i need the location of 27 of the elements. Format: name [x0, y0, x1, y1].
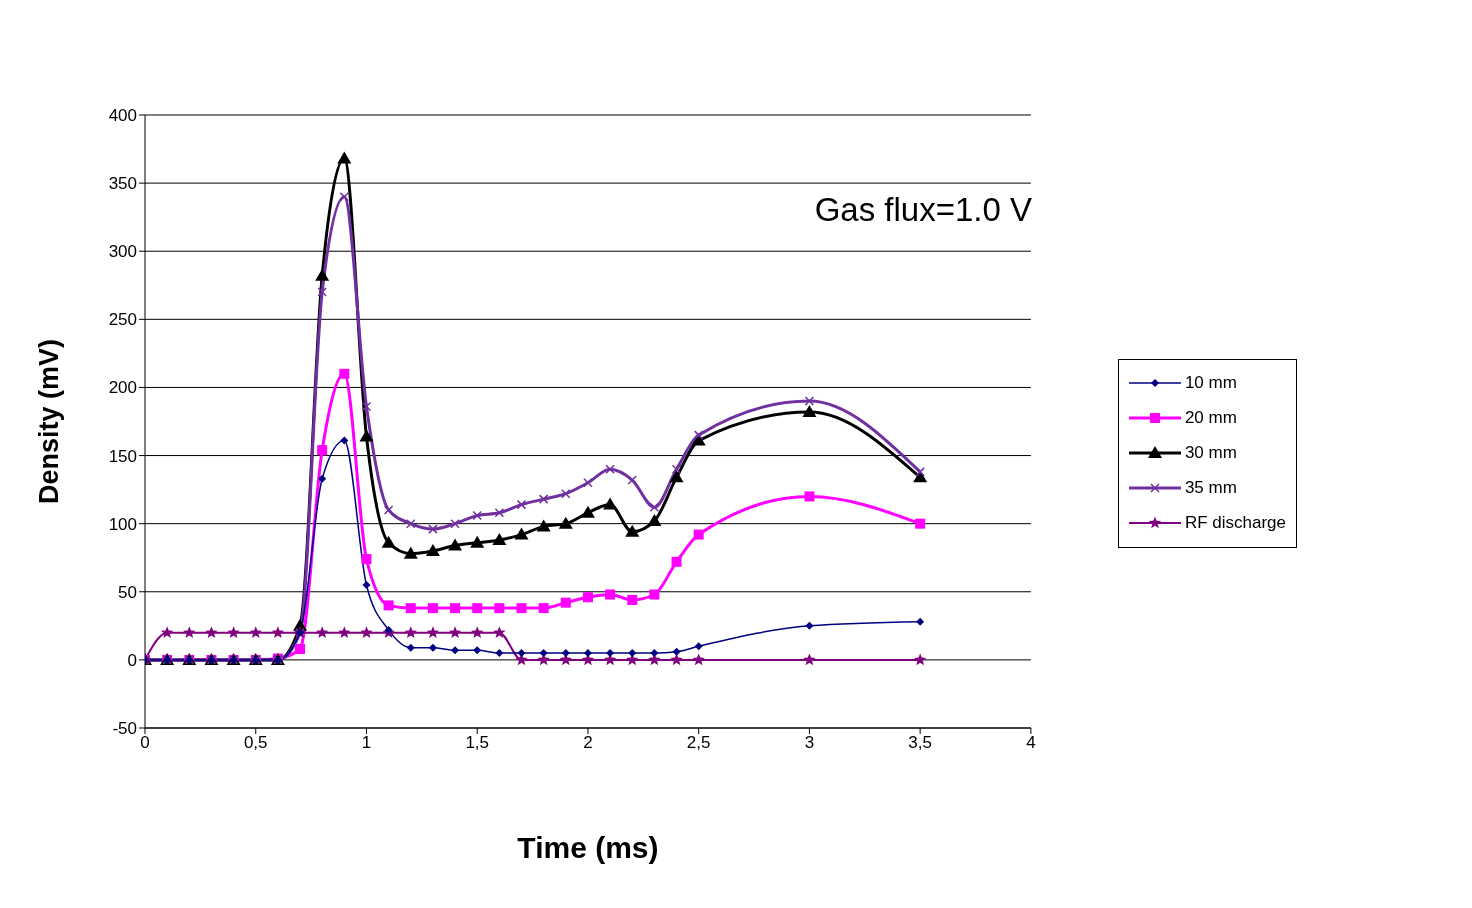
y-tick-label: 300	[108, 242, 137, 262]
x-tick-label: 2	[583, 733, 593, 753]
legend-label: RF discharge	[1184, 513, 1286, 533]
legend-label: 10 mm	[1184, 373, 1237, 393]
x-tick-label: 1,5	[465, 733, 490, 753]
y-tick-label: -50	[112, 719, 137, 739]
y-tick-label: 100	[108, 514, 137, 534]
y-tick-label: 150	[108, 446, 137, 466]
y-tick-label: 250	[108, 310, 137, 330]
x-axis-title: Time (ms)	[517, 831, 659, 864]
y-tick-label: 350	[108, 174, 137, 194]
y-tick-label: 200	[108, 378, 137, 398]
x-tick-label: 3,5	[908, 733, 932, 753]
x-tick-label: 2,5	[686, 733, 711, 753]
x-tick-label: 3	[804, 733, 815, 753]
y-tick-label: 400	[108, 106, 137, 126]
x-tick-label: 0,5	[243, 733, 268, 753]
x-tick-label: 1	[361, 733, 372, 753]
legend-label: 30 mm	[1184, 443, 1237, 463]
x-tick-label: 4	[1026, 733, 1036, 753]
y-axis-title: Density (mV)	[33, 338, 64, 505]
y-tick-label: 50	[118, 582, 137, 602]
legend-label: 35 mm	[1184, 478, 1237, 498]
legend-label: 20 mm	[1184, 408, 1237, 428]
x-tick-label: 0	[140, 733, 150, 753]
y-tick-label: 0	[127, 650, 137, 670]
annotation: Gas flux=1.0 V	[814, 191, 1032, 229]
